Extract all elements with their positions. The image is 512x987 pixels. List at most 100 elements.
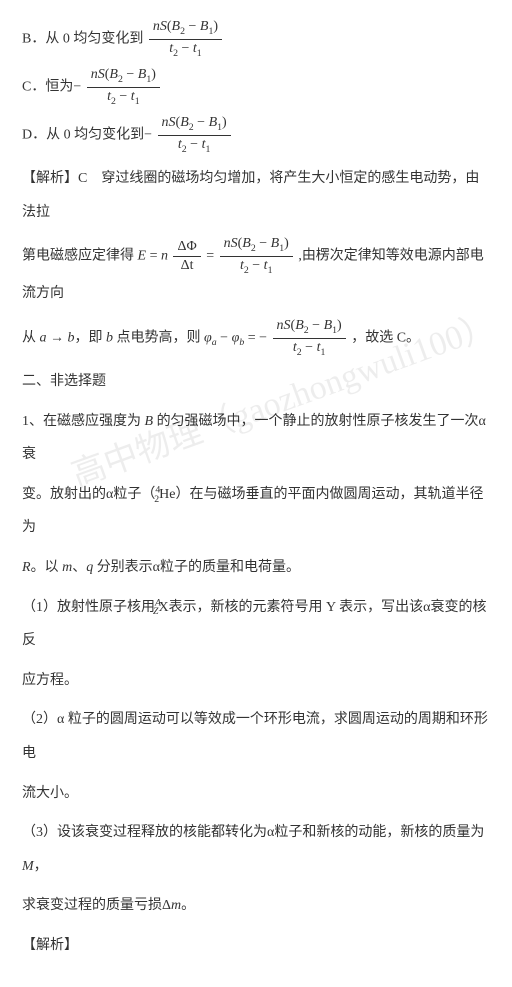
sym-E: E: [138, 249, 147, 264]
minus: −: [256, 236, 271, 251]
sym-M: M: [22, 859, 34, 874]
eq-sign: =: [146, 249, 161, 264]
paren-close: ): [337, 318, 342, 333]
paren-close: ): [151, 67, 156, 82]
part-3-line-1: （3）设该衰变过程释放的核能都转化为α粒子和新核的动能，新核的质量为 M，: [22, 816, 490, 883]
sym-a: a: [40, 330, 47, 345]
part-2-line-1: （2）α 粒子的圆周运动可以等效成一个环形电流，求圆周运动的周期和环形电: [22, 703, 490, 770]
analysis-label: 【解析】C: [22, 171, 87, 186]
p3-text-a: （3）设该衰变过程释放的核能都转化为α粒子和新核的动能，新核的质量为: [22, 825, 484, 840]
sym-B: B: [209, 115, 218, 130]
frac-num-nS: nS: [162, 115, 176, 130]
analysis-block: 【解析】C 穿过线圈的磁场均匀增加，将产生大小恒定的感生电动势，由法拉: [22, 162, 490, 229]
sym-B: B: [180, 115, 189, 130]
option-c-prefix: C．恒为: [22, 79, 73, 94]
part-1-line-2: 应方程。: [22, 664, 490, 698]
x-symbol: X: [158, 600, 168, 615]
minus: −: [302, 340, 317, 355]
q1-text-c: 变。放射出的α粒子（: [22, 487, 155, 502]
sym-m: m: [171, 898, 181, 913]
analysis-line-2: 第电磁感应定律得 E = n ΔΦ Δt = nS(B2 − B1) t2 − …: [22, 235, 490, 311]
sym-m: m: [62, 560, 72, 575]
minus: −: [116, 89, 131, 104]
section-2-heading: 二、非选择题: [22, 365, 490, 399]
q1-text-g: 分别表示α粒子的质量和电荷量。: [93, 560, 300, 575]
option-d-fraction: nS(B2 − B1) t2 − t1: [158, 114, 231, 156]
question-1-line-2: 变。放射出的α粒子（42He）在与磁场垂直的平面内做圆周运动，其轨道半径为: [22, 478, 490, 545]
frac-num-nS: nS: [224, 236, 238, 251]
part-2-line-2: 流大小。: [22, 777, 490, 811]
option-c-fraction: nS(B2 − B1) t2 − t1: [87, 66, 160, 108]
p3-text-d: 。: [181, 898, 195, 913]
option-b: B．从 0 均匀变化到 nS(B2 − B1) t2 − t1: [22, 18, 490, 60]
neg-sign: −: [73, 79, 81, 94]
analysis-line-3: 从 a → b，即 b 点电势高，则 φa − φb = − nS(B2 − B…: [22, 317, 490, 359]
eq-sign: =: [206, 249, 217, 264]
sub-1: 1: [135, 95, 140, 106]
option-b-prefix: B．从 0 均匀变化到: [22, 31, 143, 46]
arrow: →: [47, 330, 68, 345]
analysis-label-2: 【解析】: [22, 929, 490, 963]
part-1-line-1: （1）放射性原子核用AZX表示，新核的元素符号用 Y 表示，写出该α衰变的核反: [22, 591, 490, 658]
p1-text-a: （1）放射性原子核用: [22, 600, 155, 615]
frac-num-nS: nS: [153, 19, 167, 34]
option-c: C．恒为− nS(B2 − B1) t2 − t1: [22, 66, 490, 108]
sub-1: 1: [197, 47, 202, 58]
fraction-nSB: nS(B2 − B1) t2 − t1: [220, 235, 293, 277]
question-1-line-1: 1、在磁感应强度为 B 的匀强磁场中，一个静止的放射性原子核发生了一次α衰: [22, 405, 490, 472]
sym-B: B: [109, 67, 118, 82]
sym-B: B: [295, 318, 304, 333]
frac-num-nS: nS: [91, 67, 105, 82]
paren-close: ): [222, 115, 227, 130]
sep: 、: [72, 560, 86, 575]
analysis-text-1: 穿过线圈的磁场均匀增加，将产生大小恒定的感生电动势，由法拉: [22, 171, 479, 220]
sym-n: n: [161, 249, 168, 264]
frac-num-nS: nS: [277, 318, 291, 333]
option-b-fraction: nS(B2 − B1) t2 − t1: [149, 18, 222, 60]
sub-1: 1: [205, 143, 210, 154]
he-symbol: He: [159, 487, 175, 502]
neg-sign: −: [144, 127, 152, 142]
minus: −: [217, 330, 232, 345]
p3-text-c: 求衰变过程的质量亏损Δ: [22, 898, 171, 913]
analysis-text-2a: 第电磁感应定律得: [22, 249, 134, 264]
sym-b: b: [106, 330, 113, 345]
sym-phi: φ: [204, 330, 212, 345]
fraction-result: nS(B2 − B1) t2 − t1: [273, 317, 346, 359]
sym-B: B: [242, 236, 251, 251]
p3-text-b: ，: [34, 859, 48, 874]
paren-close: ): [213, 19, 218, 34]
part-3-line-2: 求衰变过程的质量亏损Δm。: [22, 889, 490, 923]
nuclide-x: AZX: [155, 600, 169, 615]
q1-text-e: 。以: [31, 560, 63, 575]
q1-text-a: 1、在磁感应强度为: [22, 414, 145, 429]
option-d-prefix: D．从 0 均匀变化到: [22, 127, 144, 142]
sub-1: 1: [320, 346, 325, 357]
minus: −: [178, 41, 193, 56]
nuclide-he: 42He: [155, 487, 175, 502]
analysis-text-3b: ，即: [75, 330, 107, 345]
sym-B: B: [172, 19, 181, 34]
sym-b: b: [68, 330, 75, 345]
sym-B: B: [145, 414, 154, 429]
minus: −: [194, 115, 209, 130]
sub-1: 1: [268, 265, 273, 276]
analysis-text-3a: 从: [22, 330, 40, 345]
minus: −: [249, 258, 264, 273]
sym-R: R: [22, 560, 31, 575]
minus: −: [309, 318, 324, 333]
delta-t: Δt: [173, 257, 200, 275]
analysis-text-3d: ，故选 C。: [351, 330, 420, 345]
minus: −: [187, 137, 202, 152]
minus: −: [185, 19, 200, 34]
delta-phi: ΔΦ: [173, 238, 200, 257]
eq-neg: = −: [244, 330, 267, 345]
paren-close: ): [284, 236, 289, 251]
analysis-text-3c: 点电势高，则: [113, 330, 201, 345]
option-d: D．从 0 均匀变化到− nS(B2 − B1) t2 − t1: [22, 114, 490, 156]
minus: −: [123, 67, 138, 82]
fraction-deltaPhi: ΔΦ Δt: [173, 238, 200, 275]
sym-B: B: [324, 318, 333, 333]
sym-B: B: [271, 236, 280, 251]
question-1-line-3: R。以 m、q 分别表示α粒子的质量和电荷量。: [22, 551, 490, 585]
